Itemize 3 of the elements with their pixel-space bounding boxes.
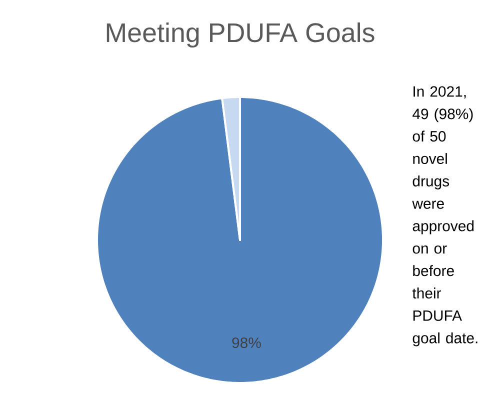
chart-title: Meeting PDUFA Goals [106,22,374,48]
text: In 2021, 49 (98%) of 50 novel drugs were approved on or before their PDUFA goal date. [412,86,478,346]
data-label: 98% [232,337,261,348]
